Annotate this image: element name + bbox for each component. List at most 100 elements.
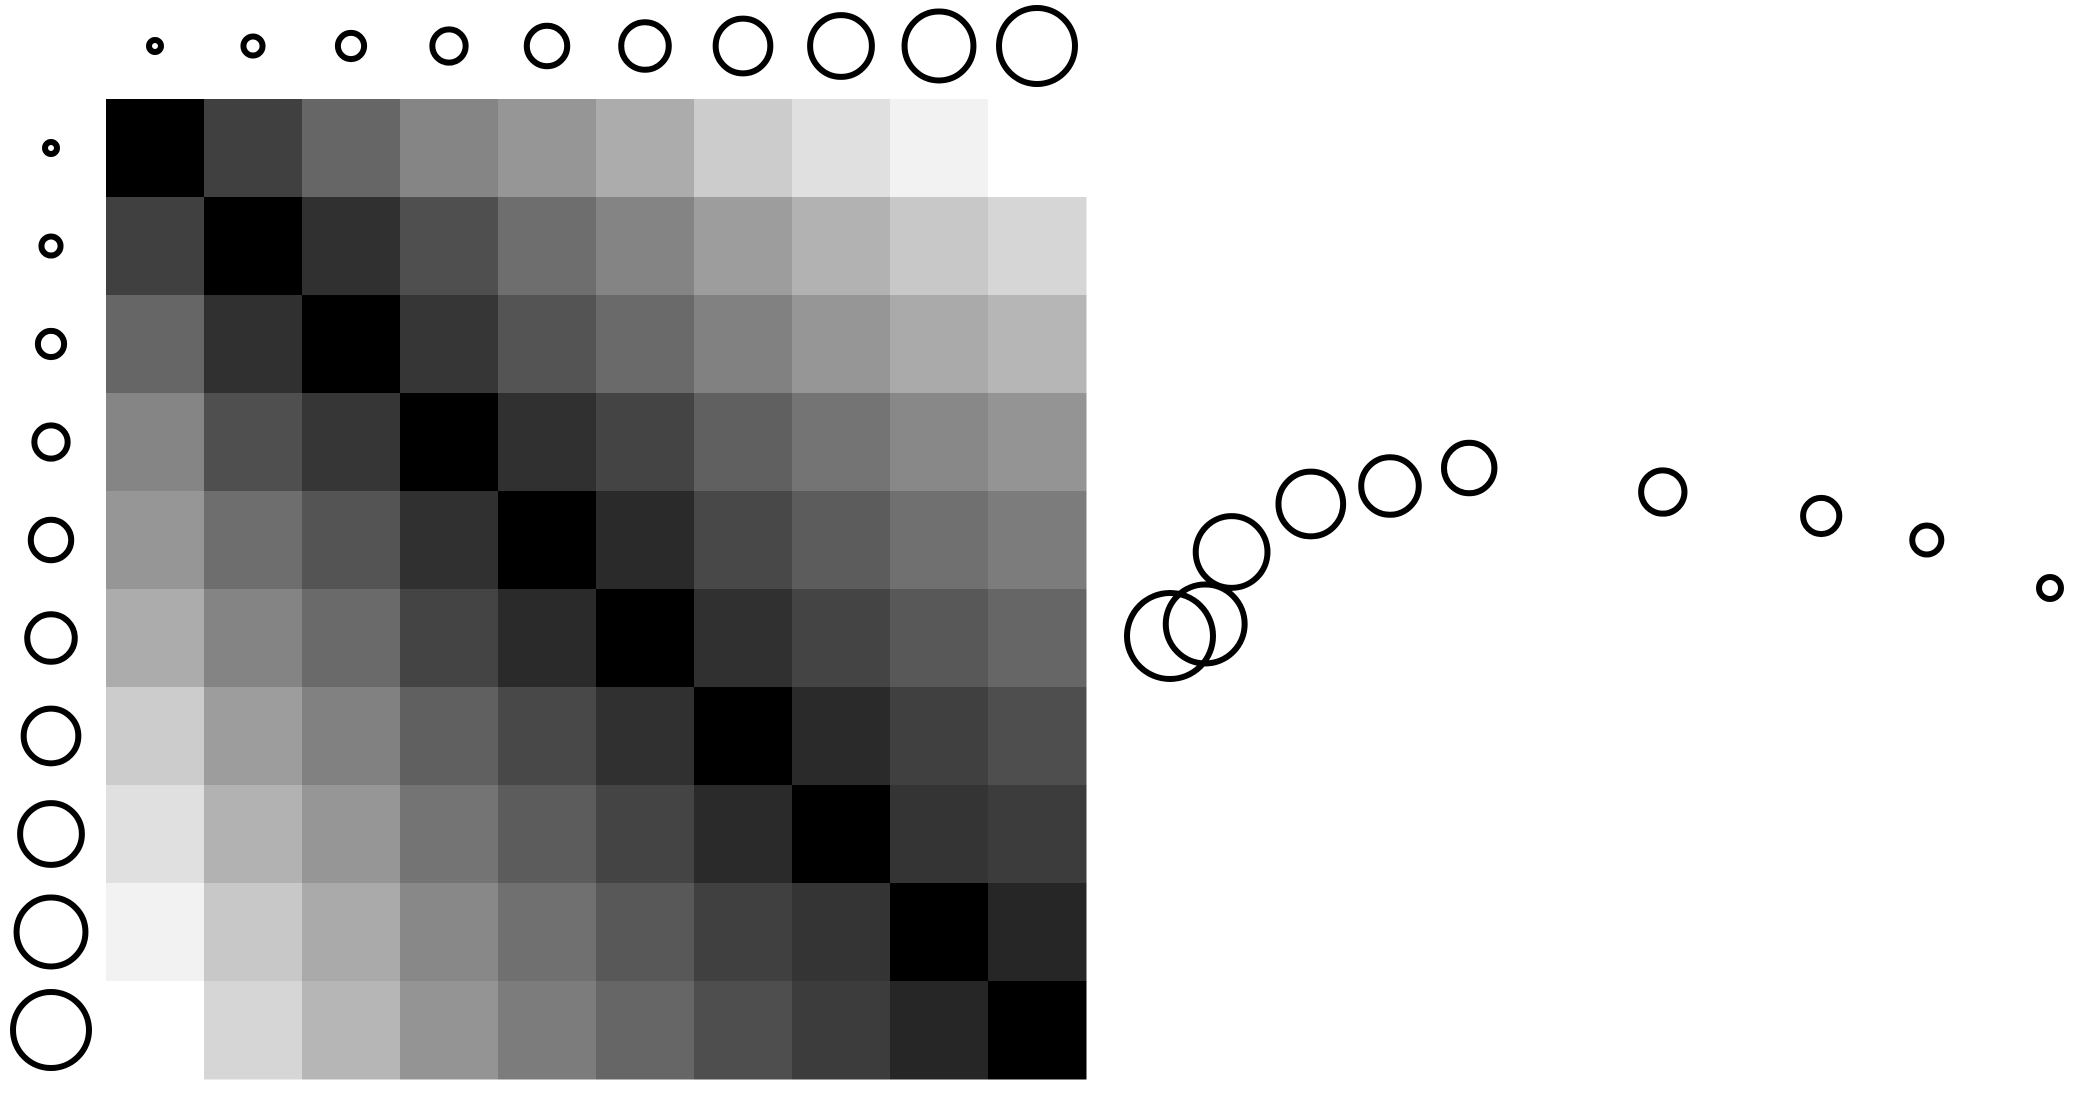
matrix-cell bbox=[890, 589, 989, 688]
matrix-cell bbox=[988, 295, 1087, 394]
matrix-cell bbox=[204, 883, 303, 982]
matrix-cell bbox=[792, 687, 891, 786]
matrix-cell bbox=[204, 687, 303, 786]
row-size-circle bbox=[17, 800, 85, 868]
matrix-cell bbox=[498, 687, 597, 786]
matrix-cell bbox=[596, 981, 695, 1080]
matrix-cell bbox=[792, 99, 891, 198]
matrix-cell bbox=[498, 883, 597, 982]
column-size-circle bbox=[807, 12, 875, 80]
column-size-circle bbox=[618, 19, 672, 73]
matrix-cell bbox=[106, 981, 205, 1080]
matrix-cell bbox=[890, 687, 989, 786]
matrix-cell bbox=[988, 197, 1087, 296]
embedding-point bbox=[1192, 513, 1271, 591]
matrix-cell bbox=[792, 393, 891, 492]
matrix-cell bbox=[400, 99, 499, 198]
embedding-point bbox=[1440, 439, 1498, 497]
column-size-circles bbox=[146, 5, 1078, 87]
column-size-circle bbox=[334, 29, 368, 63]
embedding-circles bbox=[1124, 439, 2064, 682]
matrix-cell bbox=[302, 687, 401, 786]
matrix-cell bbox=[400, 295, 499, 394]
matrix-cell bbox=[792, 785, 891, 884]
matrix-cell bbox=[988, 589, 1087, 688]
matrix-cell bbox=[302, 785, 401, 884]
matrix-cell bbox=[694, 589, 793, 688]
matrix-cell bbox=[106, 785, 205, 884]
matrix-cell bbox=[400, 687, 499, 786]
matrix-cell bbox=[890, 785, 989, 884]
matrix-cell bbox=[302, 981, 401, 1080]
matrix-cell bbox=[988, 491, 1087, 590]
matrix-cell bbox=[302, 393, 401, 492]
matrix-cell bbox=[106, 491, 205, 590]
matrix-cell bbox=[890, 491, 989, 590]
column-size-circle bbox=[523, 22, 571, 70]
matrix-cell bbox=[890, 99, 989, 198]
matrix-cell bbox=[302, 99, 401, 198]
matrix-cell bbox=[204, 491, 303, 590]
matrix-cell bbox=[498, 295, 597, 394]
matrix-cell bbox=[890, 883, 989, 982]
matrix-cell bbox=[890, 197, 989, 296]
embedding-point bbox=[1124, 590, 1216, 682]
matrix-cell bbox=[204, 393, 303, 492]
matrix-cell bbox=[596, 491, 695, 590]
matrix-cell bbox=[106, 687, 205, 786]
matrix-cell bbox=[204, 295, 303, 394]
matrix-cell bbox=[106, 295, 205, 394]
matrix-cell bbox=[596, 883, 695, 982]
matrix-cell bbox=[204, 981, 303, 1080]
column-size-circle bbox=[996, 5, 1078, 87]
row-size-circle bbox=[38, 233, 64, 259]
matrix-cell bbox=[694, 197, 793, 296]
matrix-cell bbox=[302, 491, 401, 590]
matrix-cell bbox=[792, 295, 891, 394]
matrix-cell bbox=[988, 981, 1087, 1080]
row-size-circles bbox=[10, 139, 92, 1071]
matrix-cell bbox=[694, 491, 793, 590]
matrix-cell bbox=[792, 197, 891, 296]
embedding-point bbox=[1275, 468, 1347, 540]
matrix-cell bbox=[498, 393, 597, 492]
matrix-cell bbox=[106, 589, 205, 688]
row-size-circle bbox=[34, 327, 68, 361]
row-size-circle bbox=[20, 705, 82, 767]
matrix-cell bbox=[694, 687, 793, 786]
matrix-cell bbox=[988, 785, 1087, 884]
embedding-point bbox=[1638, 467, 1688, 517]
column-size-circle bbox=[901, 8, 977, 84]
column-size-circle bbox=[712, 15, 774, 77]
embedding-point bbox=[1909, 522, 1945, 558]
matrix-cell bbox=[302, 295, 401, 394]
matrix-cell bbox=[792, 589, 891, 688]
matrix-cell bbox=[890, 981, 989, 1080]
matrix-cell bbox=[694, 393, 793, 492]
matrix-cell bbox=[400, 589, 499, 688]
matrix-cell bbox=[498, 197, 597, 296]
matrix-cell bbox=[106, 99, 205, 198]
column-size-circle bbox=[240, 33, 266, 59]
matrix-cell bbox=[694, 295, 793, 394]
matrix-cell bbox=[596, 393, 695, 492]
matrix-cell bbox=[400, 197, 499, 296]
matrix-cell bbox=[596, 99, 695, 198]
row-size-circle bbox=[27, 516, 75, 564]
matrix-cell bbox=[988, 883, 1087, 982]
matrix-cell bbox=[596, 589, 695, 688]
row-size-circle bbox=[24, 611, 78, 665]
matrix-cell bbox=[988, 687, 1087, 786]
matrix-cell bbox=[498, 589, 597, 688]
row-size-circle bbox=[13, 894, 89, 970]
matrix-cell bbox=[988, 99, 1087, 198]
matrix-cell bbox=[302, 883, 401, 982]
matrix-cell bbox=[792, 883, 891, 982]
matrix-cell bbox=[400, 785, 499, 884]
matrix-cell bbox=[498, 785, 597, 884]
matrix-cell bbox=[596, 295, 695, 394]
matrix-cell bbox=[694, 883, 793, 982]
matrix-cell bbox=[694, 785, 793, 884]
matrix-cell bbox=[596, 785, 695, 884]
